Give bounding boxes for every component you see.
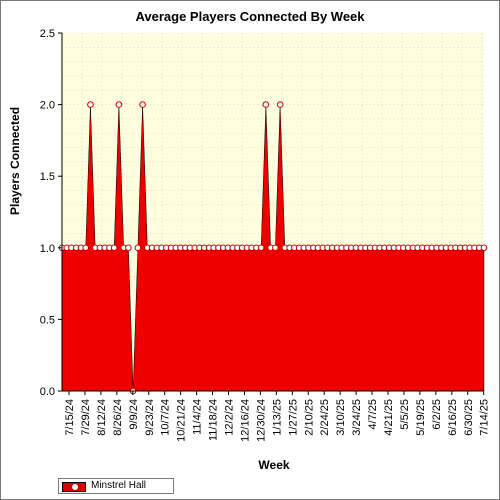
y-tick-label: 1.5 [40, 171, 55, 183]
data-point [115, 101, 123, 108]
x-tick-label: 9/9/24 [128, 399, 140, 430]
data-point [87, 101, 94, 108]
x-axis-label: Week [258, 458, 290, 472]
legend-marker-icon [71, 483, 79, 491]
y-tick-label: 2.0 [40, 100, 55, 112]
chart-title: Average Players Connected By Week [135, 9, 365, 24]
x-tick-label: 6/2/25 [431, 399, 443, 430]
x-tick-label: 8/12/24 [96, 399, 108, 436]
x-tick-labels: 7/15/24 7/29/24 8/12/24 8/26/24 9/9/24 9/23/2… [64, 399, 491, 442]
x-tick-label: 5/5/25 [399, 399, 411, 430]
x-tick-label: 8/26/24 [112, 399, 124, 436]
x-tick-label: 2/10/25 [303, 399, 315, 436]
x-tick-label: 3/10/25 [335, 399, 347, 436]
data-point [139, 101, 146, 108]
data-point [110, 244, 118, 252]
x-tick-label: 11/4/24 [192, 399, 204, 435]
data-point [272, 244, 279, 252]
y-tick-label: 1.0 [40, 243, 55, 255]
data-point [125, 244, 132, 252]
data-point [262, 101, 270, 108]
x-tick-label: 6/16/25 [447, 399, 459, 436]
x-tick-label: 12/2/24 [224, 399, 236, 436]
x-tick-label: 7/15/24 [64, 399, 76, 436]
x-tick-label: 1/27/25 [287, 399, 299, 436]
x-tick-label: 7/14/25 [479, 399, 491, 436]
x-tick-label: 1/13/25 [271, 399, 283, 436]
y-tick-label: 0.0 [40, 386, 55, 398]
data-point [276, 101, 284, 108]
x-tick-label: 4/21/25 [383, 399, 395, 436]
x-tick-label: 5/19/25 [415, 399, 427, 436]
x-tick-label: 10/21/24 [176, 399, 188, 442]
y-tick-labels: 0.0 0.5 1.0 1.5 2.0 2.5 [40, 28, 55, 398]
x-tick-label: 12/16/24 [239, 399, 251, 442]
legend: Minstrel Hall [58, 478, 174, 494]
x-tick-label: 9/23/24 [144, 399, 156, 436]
x-tick-label: 4/7/25 [367, 399, 379, 430]
series-points [58, 101, 488, 395]
legend-label: Minstrel Hall [91, 480, 147, 491]
data-point [257, 244, 265, 252]
x-tick-label: 2/24/25 [319, 399, 331, 436]
x-tick-label: 11/18/24 [208, 399, 220, 441]
x-tick-label: 7/29/24 [80, 399, 92, 436]
x-tick-label: 6/30/25 [463, 399, 475, 436]
data-point [82, 244, 90, 252]
data-point [134, 244, 142, 252]
legend-swatch [62, 482, 86, 492]
y-tick-label: 0.5 [40, 314, 55, 326]
x-tick-label: 3/24/25 [351, 399, 363, 436]
y-tick-label: 2.5 [40, 28, 55, 40]
x-tick-label: 12/30/24 [255, 399, 267, 442]
data-point [480, 244, 488, 252]
x-tick-label: 10/7/24 [160, 399, 172, 436]
axes [58, 32, 485, 395]
